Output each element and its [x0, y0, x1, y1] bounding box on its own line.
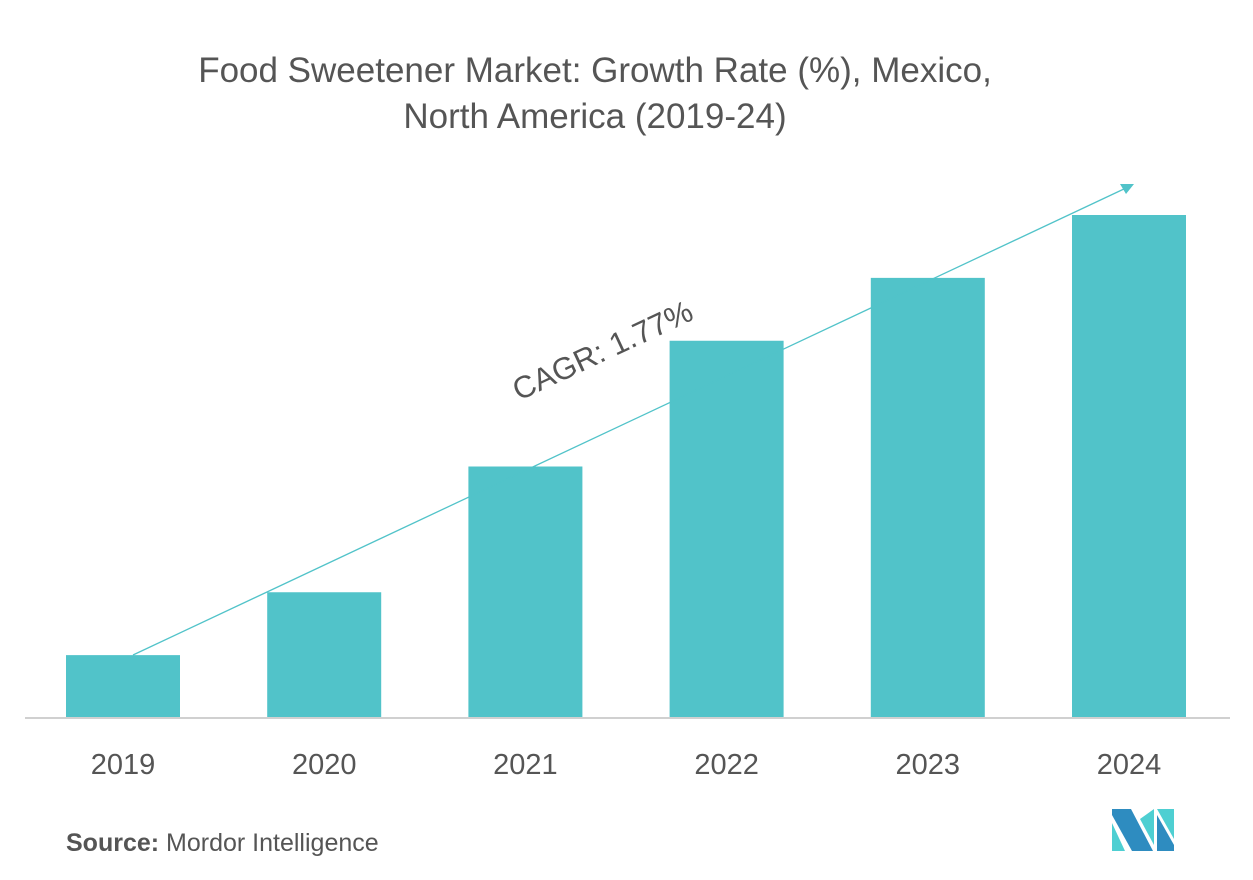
bar-2020	[267, 592, 382, 718]
bar-2023	[870, 277, 985, 718]
chart-title: Food Sweetener Market: Growth Rate (%), …	[0, 48, 1190, 140]
x-tick-label-2022: 2022	[694, 749, 759, 781]
x-tick-label-2020: 2020	[292, 749, 357, 781]
chart-title-line-2: North America (2019-24)	[403, 97, 787, 136]
x-tick-label-2019: 2019	[91, 749, 156, 781]
bar-2021	[468, 466, 583, 718]
source-text: Mordor Intelligence	[166, 829, 379, 857]
bar-2024	[1072, 215, 1186, 718]
x-tick-label-2023: 2023	[896, 749, 961, 781]
x-tick-label-2021: 2021	[493, 749, 558, 781]
logo-blue-diagonal	[1112, 809, 1153, 851]
cagr-trend-line	[132, 187, 1127, 656]
logo-mid-teal	[1140, 809, 1154, 845]
source-note: Source: Mordor Intelligence	[66, 829, 379, 858]
cagr-annotation: CAGR: 1.77%	[507, 293, 698, 407]
source-label: Source:	[66, 829, 160, 857]
logo-left-teal	[1112, 823, 1125, 851]
x-tick-label-2024: 2024	[1097, 749, 1162, 781]
logo-right-teal	[1157, 809, 1174, 839]
chart-title-line-1: Food Sweetener Market: Growth Rate (%), …	[198, 51, 992, 90]
bar-2022	[669, 340, 784, 718]
mordor-logo	[1112, 809, 1174, 851]
bar-2019	[66, 655, 180, 718]
logo-right-blue	[1157, 815, 1174, 851]
cagr-arrow-head	[1120, 184, 1134, 194]
